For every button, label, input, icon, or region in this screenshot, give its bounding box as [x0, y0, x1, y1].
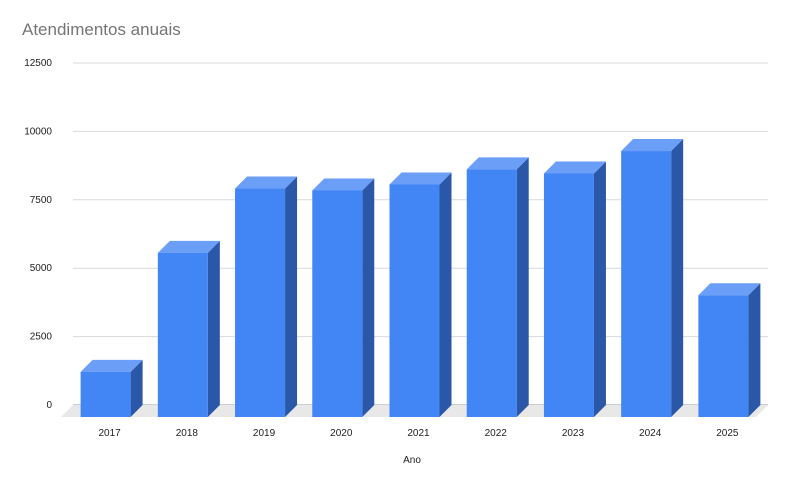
- y-tick-label: 5000: [30, 263, 53, 274]
- bar-top: [621, 139, 684, 152]
- bar-2021: [389, 172, 452, 417]
- y-tick-label: 10000: [24, 126, 52, 137]
- x-axis-title: Ano: [403, 455, 421, 466]
- bar-side: [285, 176, 298, 417]
- bar-front: [466, 169, 517, 417]
- bar-top: [157, 240, 220, 253]
- bar-top: [80, 359, 143, 372]
- bar-top: [466, 157, 529, 170]
- bar-side: [362, 178, 375, 417]
- bar-side: [207, 240, 220, 417]
- bar-top: [312, 178, 375, 191]
- bar-2025: [698, 283, 761, 417]
- bar-front: [698, 295, 749, 417]
- x-tick-label: 2025: [716, 428, 739, 439]
- bar-2017: [80, 359, 143, 417]
- bar-top: [235, 176, 298, 189]
- bar-side: [671, 139, 684, 418]
- bar-front: [80, 371, 131, 417]
- y-tick-label: 7500: [30, 195, 53, 206]
- bar-side: [439, 172, 452, 417]
- y-tick-label: 2500: [30, 332, 53, 343]
- bar-front: [621, 151, 672, 418]
- x-tick-label: 2019: [253, 428, 276, 439]
- bar-2024: [621, 139, 684, 418]
- bar-front: [389, 184, 440, 417]
- bar-top: [698, 283, 761, 296]
- x-tick-label: 2018: [176, 428, 199, 439]
- bar-front: [543, 173, 594, 417]
- x-tick-label: 2023: [562, 428, 585, 439]
- bar-2023: [543, 161, 606, 417]
- bar-2018: [157, 240, 220, 417]
- bar-2022: [466, 157, 529, 417]
- x-tick-label: 2021: [407, 428, 430, 439]
- bar-2020: [312, 178, 375, 417]
- bar-side: [748, 283, 761, 417]
- bar-side: [593, 161, 606, 417]
- bar-side: [130, 359, 143, 417]
- x-tick-label: 2020: [330, 428, 353, 439]
- bars: [80, 139, 761, 418]
- chart-title: Atendimentos anuais: [22, 20, 181, 39]
- x-axis-ticks: 2017 2018 2019 2020 2021 2022 2023 2024 2025: [98, 428, 738, 439]
- bar-side: [516, 157, 529, 417]
- y-axis-ticks: 0 2500 5000 7500 10000 12500: [24, 58, 52, 411]
- y-tick-label: 0: [46, 400, 52, 411]
- bar-front: [235, 188, 286, 417]
- x-tick-label: 2022: [485, 428, 508, 439]
- bar-top: [543, 161, 606, 174]
- bar-front: [157, 252, 208, 417]
- x-tick-label: 2024: [639, 428, 662, 439]
- x-tick-label: 2017: [98, 428, 121, 439]
- bar-top: [389, 172, 452, 185]
- y-tick-label: 12500: [24, 58, 52, 69]
- bar-2019: [235, 176, 298, 417]
- bar-front: [312, 190, 363, 417]
